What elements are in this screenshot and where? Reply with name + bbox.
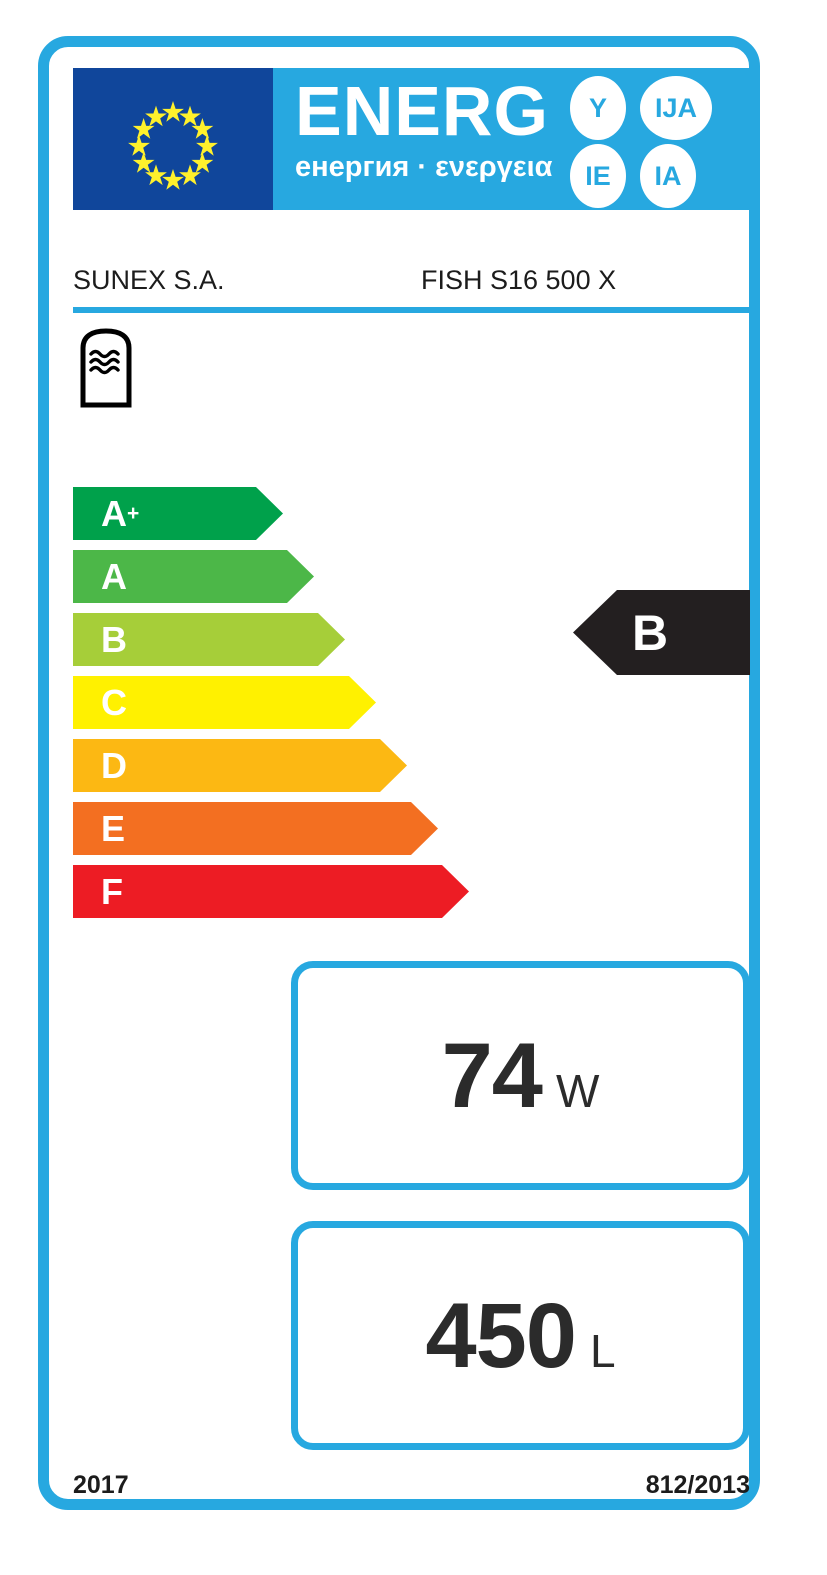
eu-flag (73, 68, 273, 210)
scale-arrow-c (73, 676, 376, 729)
energ-circle-ie: IE (570, 144, 626, 208)
energy-class-scale: A + A B C (73, 487, 473, 928)
scale-row-c: C (73, 676, 473, 729)
standing-loss-unit: W (555, 1064, 600, 1117)
energ-wordmark-main: ENERG (295, 72, 549, 150)
header-band: ENERG енергия · ενεργεια Y IJA IE IA (73, 68, 750, 210)
standing-loss-value: 74 (441, 1024, 543, 1127)
regulation-number: 812/2013 (645, 1471, 750, 1499)
energ-circle-ia: IA (640, 144, 696, 208)
energ-wordmark: ENERG енергия · ενεργεια (295, 72, 585, 184)
scale-arrow-a (73, 550, 314, 603)
supplier-divider (73, 307, 750, 313)
scale-label-e: E (101, 807, 126, 849)
scale-label-a-plus: A + (101, 492, 140, 534)
scale-arrow-a-plus (73, 487, 283, 540)
scale-row-a: A (73, 550, 473, 603)
scale-row-d: D (73, 739, 473, 792)
scale-row-b: B (73, 613, 473, 666)
model-name: FISH S16 500 X (421, 265, 617, 295)
scale-label-a: A (101, 555, 127, 597)
supplier-name: SUNEX S.A. (73, 265, 225, 295)
standing-loss-value-group: 74 W (442, 1030, 600, 1122)
scale-label-f: F (101, 870, 123, 912)
supplier-model-row: SUNEX S.A. FISH S16 500 X (73, 265, 750, 305)
storage-volume-unit: L (589, 1324, 616, 1377)
storage-volume-value-group: 450 L (425, 1290, 615, 1382)
storage-volume-value: 450 (425, 1284, 576, 1387)
scale-arrow-d (73, 739, 407, 792)
scale-label-d: D (101, 744, 127, 786)
energ-circle-y: Y (570, 76, 626, 140)
energ-circle-ija: IJA (640, 76, 712, 140)
rating-arrow (573, 590, 750, 675)
hot-water-storage-tank-icon (78, 328, 134, 408)
scale-arrow-e (73, 802, 438, 855)
scale-label-b: B (101, 618, 127, 660)
standing-loss-box: 74 W (291, 961, 750, 1190)
energ-wordmark-sub: енергия · ενεργεια (295, 151, 553, 183)
scale-label-c: C (101, 681, 127, 723)
scale-row-e: E (73, 802, 473, 855)
energ-language-circles: Y IJA IE IA (564, 76, 744, 208)
scale-row-a-plus: A + (73, 487, 473, 540)
rating-class-letter: B (631, 604, 669, 661)
storage-volume-box: 450 L (291, 1221, 750, 1450)
scale-arrow-b (73, 613, 345, 666)
scale-arrow-f (73, 865, 469, 918)
energ-logo-band: ENERG енергия · ενεργεια Y IJA IE IA (273, 68, 750, 210)
scale-row-f: F (73, 865, 473, 918)
label-year: 2017 (73, 1471, 129, 1499)
